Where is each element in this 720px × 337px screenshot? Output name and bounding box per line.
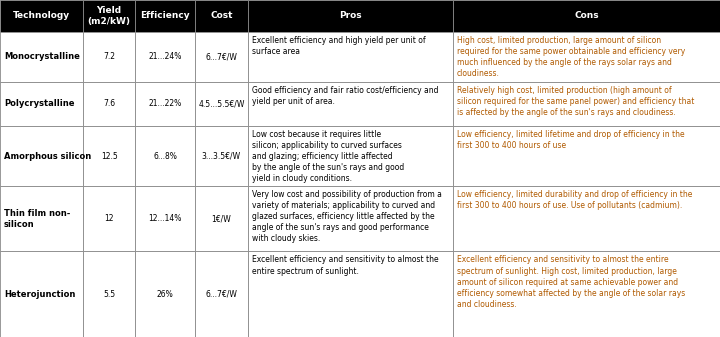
Text: Efficiency: Efficiency: [140, 11, 190, 20]
Bar: [83, 126, 135, 186]
Bar: [453, 82, 720, 126]
Text: 7.6: 7.6: [103, 99, 115, 108]
Text: 12: 12: [104, 214, 114, 223]
Bar: [248, 126, 453, 186]
Bar: [248, 32, 453, 82]
Bar: [135, 251, 195, 337]
Bar: [453, 251, 720, 337]
Bar: [195, 186, 248, 251]
Text: Cons: Cons: [574, 11, 599, 20]
Text: Polycrystalline: Polycrystalline: [4, 99, 74, 108]
Text: 12...14%: 12...14%: [148, 214, 182, 223]
Text: Cost: Cost: [210, 11, 233, 20]
Text: 12.5: 12.5: [101, 152, 117, 160]
Bar: [0, 251, 83, 337]
Bar: [83, 251, 135, 337]
Bar: [453, 126, 720, 186]
Bar: [135, 0, 195, 32]
Text: 7.2: 7.2: [103, 52, 115, 61]
Text: 6...7€/W: 6...7€/W: [205, 52, 238, 61]
Bar: [0, 0, 83, 32]
Text: High cost, limited production, large amount of silicon
required for the same pow: High cost, limited production, large amo…: [457, 36, 685, 78]
Bar: [453, 186, 720, 251]
Bar: [248, 186, 453, 251]
Text: Heterojunction: Heterojunction: [4, 290, 76, 299]
Text: 6...8%: 6...8%: [153, 152, 177, 160]
Bar: [195, 251, 248, 337]
Text: 21...22%: 21...22%: [148, 99, 182, 108]
Text: 3...3.5€/W: 3...3.5€/W: [202, 152, 241, 160]
Text: Excellent efficiency and sensitivity to almost the
entire spectrum of sunlight.: Excellent efficiency and sensitivity to …: [252, 255, 438, 276]
Text: Low efficiency, limited lifetime and drop of efficiency in the
first 300 to 400 : Low efficiency, limited lifetime and dro…: [457, 130, 685, 150]
Text: Thin film non-
silicon: Thin film non- silicon: [4, 209, 71, 229]
Text: Technology: Technology: [13, 11, 70, 20]
Bar: [453, 32, 720, 82]
Text: Monocrystalline: Monocrystalline: [4, 52, 80, 61]
Bar: [0, 32, 83, 82]
Bar: [453, 0, 720, 32]
Text: 5.5: 5.5: [103, 290, 115, 299]
Text: Relatively high cost, limited production (high amount of
silicon required for th: Relatively high cost, limited production…: [457, 86, 694, 117]
Text: Excellent efficiency and sensitivity to almost the entire
spectrum of sunlight. : Excellent efficiency and sensitivity to …: [457, 255, 685, 309]
Bar: [83, 82, 135, 126]
Bar: [135, 126, 195, 186]
Text: 26%: 26%: [157, 290, 174, 299]
Text: 6...7€/W: 6...7€/W: [205, 290, 238, 299]
Text: Good efficiency and fair ratio cost/efficiency and
yield per unit of area.: Good efficiency and fair ratio cost/effi…: [252, 86, 438, 106]
Bar: [0, 82, 83, 126]
Bar: [0, 186, 83, 251]
Text: Very low cost and possibility of production from a
variety of materials; applica: Very low cost and possibility of product…: [252, 190, 441, 243]
Bar: [135, 32, 195, 82]
Bar: [135, 82, 195, 126]
Text: Yield
(m2/kW): Yield (m2/kW): [88, 6, 130, 26]
Text: Excellent efficiency and high yield per unit of
surface area: Excellent efficiency and high yield per …: [252, 36, 426, 56]
Bar: [83, 32, 135, 82]
Bar: [195, 82, 248, 126]
Text: Low efficiency, limited durability and drop of efficiency in the
first 300 to 40: Low efficiency, limited durability and d…: [457, 190, 692, 210]
Bar: [195, 0, 248, 32]
Bar: [248, 251, 453, 337]
Text: Amorphous silicon: Amorphous silicon: [4, 152, 91, 160]
Text: 1€/W: 1€/W: [212, 214, 231, 223]
Text: 21...24%: 21...24%: [148, 52, 182, 61]
Bar: [135, 186, 195, 251]
Bar: [83, 186, 135, 251]
Bar: [0, 126, 83, 186]
Bar: [248, 0, 453, 32]
Bar: [195, 32, 248, 82]
Text: Pros: Pros: [339, 11, 361, 20]
Text: Low cost because it requires little
silicon; applicability to curved surfaces
an: Low cost because it requires little sili…: [252, 130, 404, 183]
Bar: [83, 0, 135, 32]
Bar: [248, 82, 453, 126]
Text: 4.5...5.5€/W: 4.5...5.5€/W: [198, 99, 245, 108]
Bar: [195, 126, 248, 186]
